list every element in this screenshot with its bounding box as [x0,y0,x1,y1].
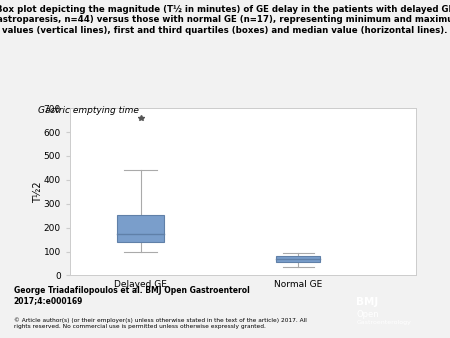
Bar [117,215,164,242]
Text: George Triadafilopoulos et al. BMJ Open Gastroenterol
2017;4:e000169: George Triadafilopoulos et al. BMJ Open … [14,286,249,305]
Text: Open: Open [356,310,379,318]
Text: © Article author(s) (or their employer(s) unless otherwise stated in the text of: © Article author(s) (or their employer(s… [14,318,306,329]
Bar [276,256,320,262]
Text: Gastroenterology: Gastroenterology [356,320,411,325]
Y-axis label: T½2: T½2 [33,181,43,202]
Text: Gastric emptying time: Gastric emptying time [38,106,139,116]
Text: Box plot depicting the magnitude (T½ in minutes) of GE delay in the patients wit: Box plot depicting the magnitude (T½ in … [0,5,450,35]
Text: BMJ: BMJ [356,297,379,307]
